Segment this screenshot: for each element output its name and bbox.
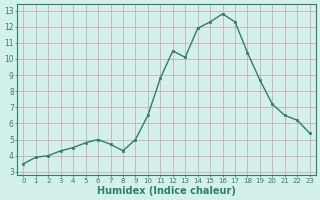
X-axis label: Humidex (Indice chaleur): Humidex (Indice chaleur) [97,186,236,196]
